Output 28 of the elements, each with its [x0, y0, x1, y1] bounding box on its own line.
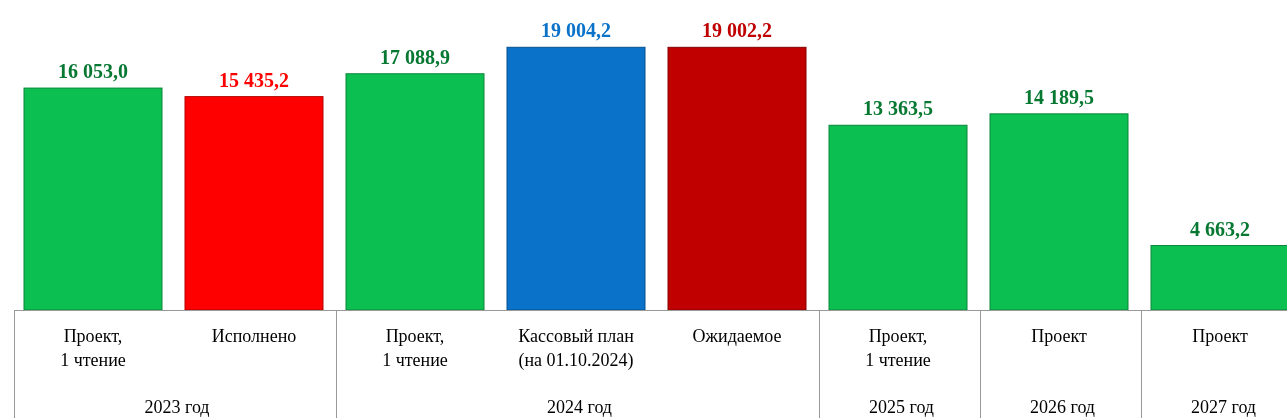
data-label: 16 053,0 [58, 60, 128, 83]
data-label: 4 663,2 [1190, 217, 1250, 240]
x-tick-label: Проект [1031, 326, 1087, 346]
bar [506, 46, 646, 311]
text: 2025 год [868, 397, 935, 417]
x-tick-label: Проект [1192, 326, 1248, 346]
x-tick-label: Исполнено [211, 326, 297, 346]
x-tick-label: Проект, 1 чтение [865, 326, 931, 370]
data-label: 14 189,5 [1024, 85, 1094, 108]
text: 2024 год [546, 397, 613, 417]
x-tick-label: Ожидаемое [692, 326, 782, 346]
bar [184, 96, 324, 311]
bar [828, 124, 968, 311]
data-label: 15 435,2 [219, 68, 289, 91]
data-label: 13 363,5 [863, 97, 933, 120]
bar [345, 73, 485, 311]
data-label: 19 004,2 [541, 19, 611, 42]
bar [989, 113, 1129, 311]
data-label: 17 088,9 [380, 45, 450, 68]
x-tick-label: Проект, 1 чтение [60, 326, 126, 370]
text: 2026 год [1029, 397, 1096, 417]
text: 2027 год [1190, 397, 1257, 417]
bar [23, 87, 163, 311]
x-tick-label: Кассовый план (на 01.10.2024) [518, 326, 635, 371]
data-label: 19 002,2 [702, 19, 772, 42]
bar [667, 46, 807, 311]
x-tick-label: Проект, 1 чтение [382, 326, 448, 370]
text: 2023 год [144, 397, 210, 417]
